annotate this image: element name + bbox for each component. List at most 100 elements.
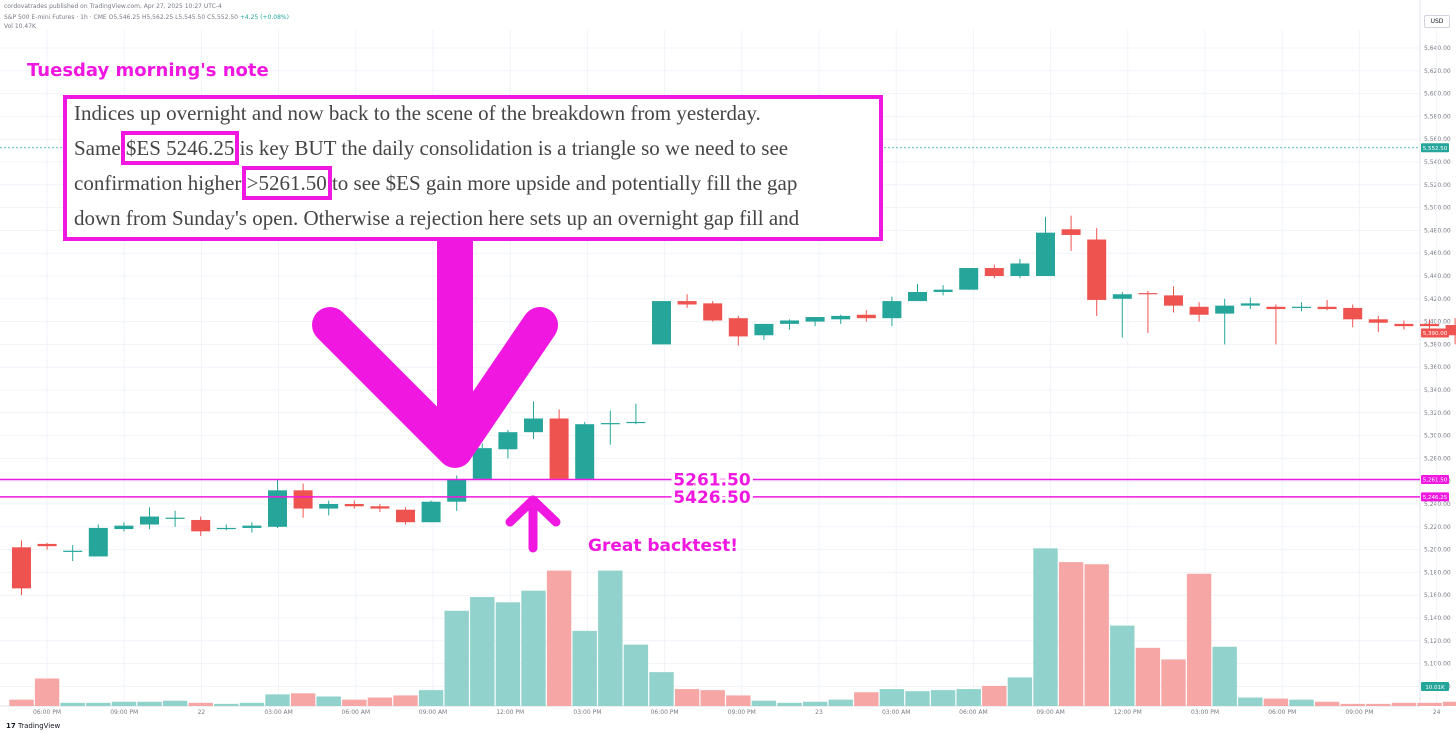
candle-body	[1010, 263, 1030, 276]
volume-bar	[777, 702, 802, 706]
instrument-name: S&P 500 E-mini Futures · 1h · CME	[4, 14, 107, 21]
volume-bar	[214, 703, 239, 706]
volume-bar	[1263, 698, 1289, 706]
volume-bar	[1084, 564, 1109, 706]
note-highlight: >5261.50	[241, 166, 332, 200]
y-tick-label: 5,440.00	[1424, 273, 1451, 280]
volume-bar	[9, 699, 34, 706]
volume-bar	[598, 570, 623, 706]
volume-bar	[879, 689, 905, 706]
y-tick-label: 5,140.00	[1424, 615, 1451, 622]
y-tick-label: 5,320.00	[1424, 410, 1451, 417]
y-tick-label: 5,400.00	[1424, 319, 1451, 326]
volume-bar	[1110, 625, 1135, 706]
backtest-label: Great backtest!	[588, 536, 739, 556]
candle-body	[1317, 306, 1337, 310]
candle-body	[472, 448, 492, 479]
volume-bar	[1366, 703, 1391, 706]
candle-body	[1189, 306, 1209, 315]
candle-body	[242, 525, 262, 528]
candle-body	[1164, 295, 1183, 306]
candle-body	[1240, 303, 1260, 306]
volume-bar	[1161, 659, 1186, 706]
candle-body	[549, 418, 569, 479]
x-tick-label: 06:00 PM	[33, 709, 61, 716]
candle-body	[396, 509, 415, 523]
y-tick-label: 5,120.00	[1424, 638, 1451, 645]
candle-body	[677, 301, 697, 305]
volume-bar	[982, 685, 1007, 706]
candle-body	[1266, 306, 1286, 310]
volume-bar	[802, 701, 828, 706]
volume-bar	[726, 695, 751, 706]
candle-body	[959, 268, 979, 290]
candle-body	[1394, 323, 1414, 327]
volume-bar	[239, 702, 265, 706]
y-tick-label: 5,360.00	[1424, 364, 1451, 371]
level-label: 5426.50	[673, 488, 751, 508]
candle-body	[908, 291, 927, 302]
candle-body	[88, 527, 108, 557]
x-tick-label: 03:00 PM	[573, 709, 601, 716]
volume-bar	[60, 702, 85, 706]
candle-body	[626, 421, 646, 424]
candle-body	[344, 504, 364, 507]
down-arrow-icon	[312, 222, 558, 468]
volume-bar	[470, 597, 495, 706]
volume-bar	[623, 644, 649, 706]
tradingview-logo-icon: 17	[6, 722, 16, 730]
volume-bar	[188, 702, 213, 706]
note-highlight: $ES 5246.25	[120, 131, 240, 165]
volume-bar	[290, 693, 316, 706]
tradingview-logo: 17 TradingView	[6, 722, 60, 730]
candle-body	[780, 320, 799, 324]
volume-bar	[316, 696, 341, 706]
candle-body	[1112, 294, 1132, 299]
candle-body	[1061, 229, 1081, 235]
volume-bar	[1417, 702, 1442, 706]
candle-body	[114, 525, 134, 530]
change-value: +4.25 (+0.08%)	[239, 14, 289, 21]
x-tick-label: 12:00 PM	[496, 709, 524, 716]
x-tick-label: 06:00 PM	[1268, 709, 1296, 716]
price-tag	[1421, 474, 1449, 484]
y-tick-label: 5,540.00	[1424, 159, 1451, 166]
y-tick-label: 5,300.00	[1424, 433, 1451, 440]
y-tick-label: 5,180.00	[1424, 569, 1451, 576]
candle-body	[165, 517, 185, 519]
candle-body	[216, 527, 236, 530]
price-tag-label: 5,552.50	[1423, 146, 1448, 152]
volume-tag-label: 10.01K	[1425, 685, 1445, 691]
candle-body	[1138, 293, 1158, 295]
x-tick-label: 09:00 PM	[728, 709, 756, 716]
x-tick-label: 23	[815, 709, 823, 716]
y-tick-label: 5,340.00	[1424, 387, 1451, 394]
volume-bar	[674, 689, 700, 706]
volume-bar	[572, 630, 597, 706]
y-tick-label: 5,240.00	[1424, 501, 1451, 508]
y-tick-label: 5,600.00	[1424, 91, 1451, 98]
price-tag	[1421, 492, 1449, 502]
currency-button[interactable]: USD	[1424, 15, 1450, 28]
y-tick-label: 5,100.00	[1424, 661, 1451, 668]
volume-bar	[1238, 697, 1263, 706]
note-line: Indices up overnight and now back to the…	[74, 101, 761, 126]
volume-bar	[1058, 562, 1084, 706]
candle-body	[1368, 319, 1388, 323]
y-tick-label: 5,580.00	[1424, 113, 1451, 120]
volume-bar	[956, 689, 981, 706]
volume-bar	[1033, 548, 1058, 706]
note-text: Same	[74, 136, 126, 160]
volume-bar	[828, 699, 853, 706]
up-arrow-icon	[505, 495, 561, 553]
candle-body	[1087, 239, 1107, 300]
y-tick-label: 5,500.00	[1424, 205, 1451, 212]
candle-body	[1215, 305, 1235, 314]
x-tick-label: 03:00 AM	[882, 709, 910, 716]
volume-bar	[418, 690, 444, 706]
y-tick-label: 5,220.00	[1424, 524, 1451, 531]
x-tick-label: 06:00 PM	[651, 709, 679, 716]
volume-bar	[751, 700, 777, 706]
volume-bar	[137, 701, 162, 706]
